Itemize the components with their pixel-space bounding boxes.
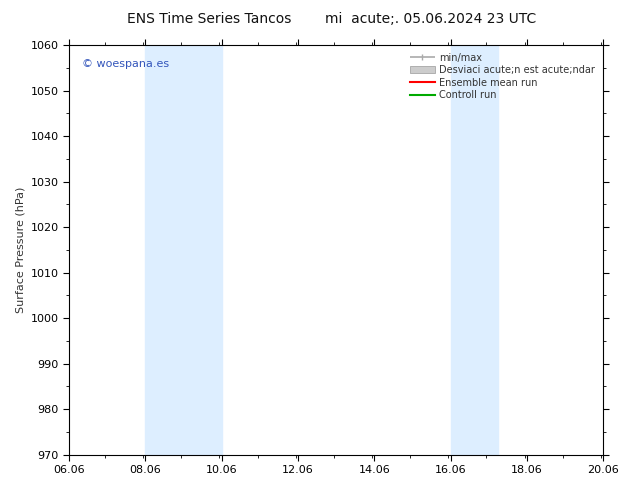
Text: ENS Time Series Tancos: ENS Time Series Tancos <box>127 12 292 26</box>
Bar <box>145 45 222 455</box>
Y-axis label: Surface Pressure (hPa): Surface Pressure (hPa) <box>15 187 25 313</box>
Bar <box>451 45 498 455</box>
Text: © woespana.es: © woespana.es <box>82 59 169 70</box>
Text: mi  acute;. 05.06.2024 23 UTC: mi acute;. 05.06.2024 23 UTC <box>325 12 537 26</box>
Legend: min/max, Desviaci acute;n est acute;ndar, Ensemble mean run, Controll run: min/max, Desviaci acute;n est acute;ndar… <box>408 50 598 103</box>
